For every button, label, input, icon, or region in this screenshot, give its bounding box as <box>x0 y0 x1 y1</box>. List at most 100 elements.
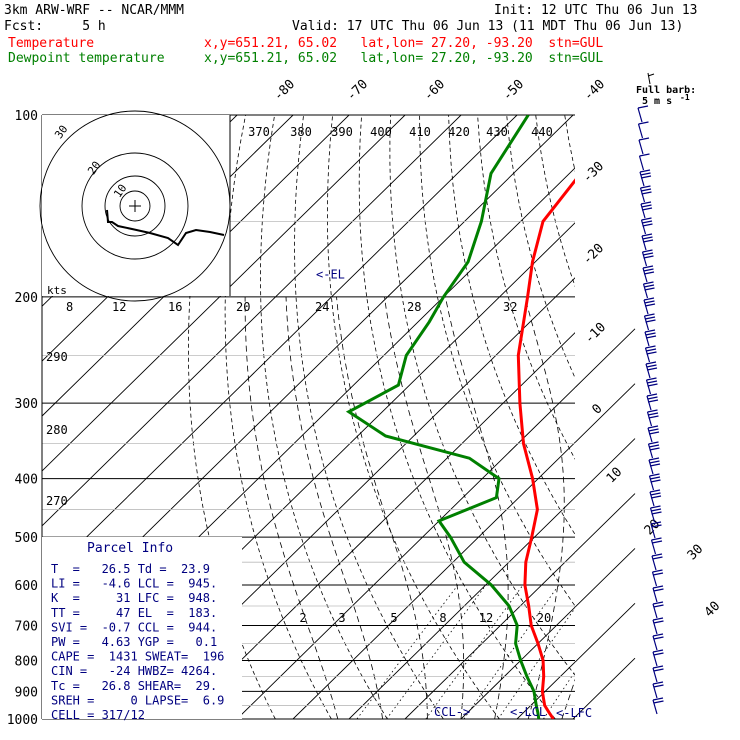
wind-barb-feather <box>641 233 653 237</box>
wind-barb-staff <box>644 347 651 363</box>
lcl-label: <-LCL <box>510 705 546 719</box>
hodograph: 30 20 10 kts 8 12 16 20 24 28 32 <box>39 110 517 314</box>
wind-barb-staff <box>647 443 654 459</box>
wind-barb-staff <box>652 619 658 635</box>
wind-barb-staff <box>641 251 648 267</box>
theta-label-390: 390 <box>331 125 353 139</box>
wind-barb-feather <box>650 492 661 496</box>
moist-adiabat-16 <box>444 296 509 719</box>
wind-barb-staff <box>648 459 654 475</box>
wind-barb-feather <box>646 367 658 371</box>
pressure-label-200: 200 <box>15 291 38 306</box>
dry-adiabat-330 <box>448 115 575 536</box>
wind-barb-feather <box>652 633 664 637</box>
wind-barb-feather <box>643 281 654 285</box>
wind-barb-feather <box>643 271 655 275</box>
isotherm-label--20: -20 <box>580 241 607 268</box>
isotherm-ext--10 <box>574 438 636 498</box>
wind-barb-feather <box>648 415 659 419</box>
pressure-label-500: 500 <box>15 531 38 546</box>
isotherm--30 <box>236 386 575 719</box>
parcel-row: K = 31 LFC = 948. <box>51 591 217 605</box>
wind-barb-feather <box>643 268 654 272</box>
mixing-ratio-label-20: 20 <box>537 611 551 625</box>
isotherm-ext--20 <box>574 383 636 443</box>
wind-barb-feather <box>641 217 652 221</box>
parcel-box-bg <box>42 537 242 719</box>
dewpoint-line <box>345 115 541 719</box>
isotherm--90 <box>42 115 518 582</box>
wind-barb <box>644 345 657 363</box>
wind-barb-staff <box>645 363 651 379</box>
isotherm-label--70: -70 <box>344 77 371 104</box>
moist-adiabats <box>244 296 575 719</box>
wind-barb <box>644 329 657 347</box>
wind-barb-feather <box>651 540 663 544</box>
isotherm-label--10: -10 <box>582 320 609 347</box>
barb-legend-staff <box>647 72 651 85</box>
hodograph-ring-label-20: 20 <box>85 159 103 177</box>
wind-barb-feather <box>652 697 664 701</box>
wind-barb <box>650 521 662 539</box>
wind-barb <box>643 297 656 315</box>
hodograph-ring-label-30: 30 <box>52 123 70 141</box>
barb-legend-flag <box>647 73 655 77</box>
dewpoint-location: x,y=651.21, 65.02 lat,lon= 27.20, -93.20… <box>204 51 604 66</box>
wind-barb <box>645 377 658 395</box>
wind-barb-feather <box>649 447 660 451</box>
wind-barb-feather <box>651 553 663 557</box>
wind-barb-feather <box>653 588 664 592</box>
wind-barb-staff <box>639 171 645 187</box>
isotherm-extensions <box>574 328 636 718</box>
theta-label-420: 420 <box>448 125 470 139</box>
wind-barb-feather <box>643 284 655 288</box>
wind-barb-feather <box>652 569 663 573</box>
theta-label-440: 440 <box>531 125 553 139</box>
wind-barb-feather <box>647 412 659 416</box>
wind-barb-feather <box>641 220 653 224</box>
isotherm-label--80: -80 <box>271 77 298 104</box>
wind-barb <box>652 697 664 715</box>
lfc-label: <-LFC <box>556 706 592 720</box>
hodograph-ring-1 <box>104 175 166 237</box>
wind-barb <box>642 281 655 299</box>
wind-barb-feather <box>642 239 654 243</box>
wind-barb-feather <box>640 201 652 205</box>
wind-barb-staff <box>645 379 652 395</box>
wind-barb-feather <box>648 431 660 435</box>
wind-barb-feather <box>645 332 656 336</box>
wind-barb-staff <box>652 667 658 683</box>
wind-barb-feather <box>638 137 650 141</box>
wind-barb-staff <box>641 235 647 251</box>
init-time: Init: 12 UTC Thu 06 Jun 13 <box>494 3 698 18</box>
wind-barb <box>652 649 664 667</box>
dry-adiabat-360 <box>535 115 575 288</box>
parcel-row: SVI = -0.7 CCL = 944. <box>51 620 217 634</box>
wind-barb-staff <box>646 395 652 411</box>
wind-barb-feather <box>653 668 664 672</box>
wind-barb-feather <box>642 265 654 269</box>
wind-barb-feather <box>647 383 658 387</box>
pressure-label-800: 800 <box>15 654 38 669</box>
wind-barb <box>641 249 654 267</box>
wind-barb-feather <box>641 204 652 208</box>
wind-barb-feather <box>638 121 649 125</box>
wind-barb-feather <box>642 223 653 227</box>
wind-barb-feather <box>649 473 660 477</box>
mixing-ratio-lines <box>356 584 575 719</box>
isotherm-label--60: -60 <box>421 77 448 104</box>
wind-barb-staff <box>652 683 658 699</box>
dry-adiabats <box>187 115 575 719</box>
wind-barb-feather <box>650 505 661 509</box>
wind-barb <box>651 553 663 571</box>
isotherm-label-10: 10 <box>604 465 626 487</box>
forecast-hour: Fcst: 5 h <box>4 19 106 34</box>
hodograph-speed-20: 20 <box>236 300 250 314</box>
wind-barb <box>638 137 650 155</box>
isotherm-label--40: -40 <box>581 77 608 104</box>
theta-side-label-280: 280 <box>46 423 68 437</box>
wind-barb-feather <box>647 409 658 413</box>
sounding-profiles <box>345 115 575 719</box>
wind-barb-staff <box>638 139 644 155</box>
hodograph-ring-2 <box>81 152 189 260</box>
